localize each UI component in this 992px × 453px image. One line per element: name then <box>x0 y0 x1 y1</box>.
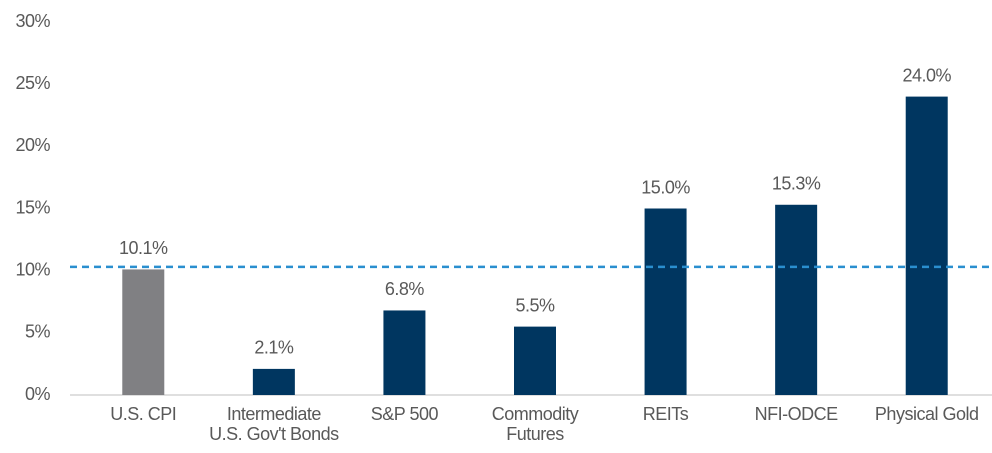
bar <box>383 310 426 395</box>
value-label: 15.0% <box>641 177 690 197</box>
y-tick-label: 5% <box>25 322 51 342</box>
x-tick-label: REITs <box>642 404 689 424</box>
y-tick-label: 20% <box>15 135 50 155</box>
x-tick-label: NFI-ODCE <box>754 404 839 424</box>
y-tick-label: 25% <box>15 73 50 93</box>
y-tick-label: 30% <box>15 11 50 31</box>
value-label: 15.3% <box>772 174 821 194</box>
value-label: 24.0% <box>902 65 951 85</box>
value-label: 2.1% <box>254 338 294 358</box>
value-label: 6.8% <box>385 279 425 299</box>
x-tick-label: Intermediate U.S. Gov't Bonds <box>209 404 339 444</box>
bar <box>514 326 556 395</box>
y-tick-label: 10% <box>15 259 50 279</box>
value-label: 5.5% <box>515 295 555 315</box>
value-label: 10.1% <box>119 238 168 258</box>
bar <box>644 208 687 395</box>
y-tick-label: 0% <box>25 384 51 404</box>
x-tick-label: Physical Gold <box>874 404 979 424</box>
x-tick-label: Commodity Futures <box>491 404 579 444</box>
bar <box>775 204 818 395</box>
x-tick-label: S&P 500 <box>370 404 439 424</box>
bar <box>905 96 948 395</box>
bar <box>252 368 295 395</box>
x-tick-label: U.S. CPI <box>110 404 177 424</box>
bar <box>122 269 165 395</box>
y-tick-label: 15% <box>15 197 50 217</box>
